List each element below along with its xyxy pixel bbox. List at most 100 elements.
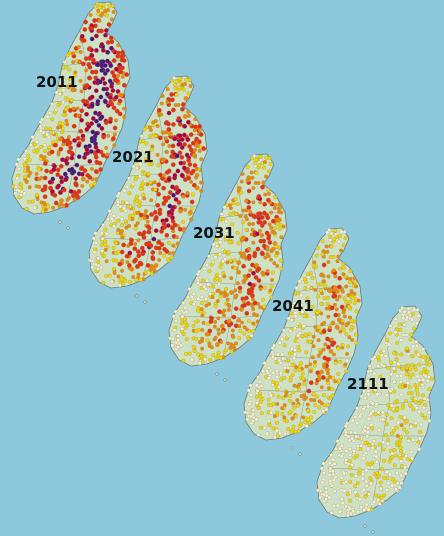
municipality-dot bbox=[235, 202, 240, 206]
municipality-dot bbox=[282, 403, 287, 407]
municipality-dot bbox=[181, 165, 187, 171]
municipality-dot bbox=[88, 25, 93, 31]
municipality-dot bbox=[409, 424, 414, 429]
municipality-dot bbox=[175, 241, 180, 246]
municipality-dot bbox=[49, 149, 55, 155]
municipality-dot bbox=[84, 68, 89, 73]
municipality-dot bbox=[229, 225, 234, 230]
municipality-dot bbox=[26, 168, 31, 173]
municipality-dot bbox=[423, 402, 427, 407]
municipality-dot bbox=[342, 488, 347, 493]
municipality-dot bbox=[391, 428, 396, 433]
municipality-dot bbox=[116, 249, 121, 254]
municipality-dot bbox=[105, 68, 110, 73]
municipality-dot bbox=[260, 397, 265, 401]
municipality-dot bbox=[307, 332, 312, 337]
island bbox=[215, 372, 219, 376]
municipality-dot bbox=[179, 343, 184, 348]
municipality-dot bbox=[385, 488, 390, 492]
municipality-dot bbox=[277, 227, 282, 231]
municipality-dot bbox=[65, 122, 70, 127]
municipality-dot bbox=[197, 139, 202, 145]
municipality-dot bbox=[190, 192, 195, 197]
municipality-dot bbox=[219, 291, 224, 296]
municipality-dot bbox=[268, 162, 273, 166]
municipality-dot bbox=[392, 351, 397, 356]
municipality-dot bbox=[262, 201, 268, 207]
municipality-dot bbox=[308, 380, 314, 386]
municipality-dot bbox=[194, 336, 199, 341]
municipality-dot bbox=[373, 449, 378, 454]
municipality-dot bbox=[390, 451, 394, 456]
municipality-dot bbox=[220, 329, 225, 334]
municipality-dot bbox=[352, 276, 357, 281]
municipality-dot bbox=[202, 284, 207, 289]
municipality-dot bbox=[344, 369, 349, 374]
municipality-dot bbox=[273, 203, 278, 207]
municipality-dot bbox=[100, 59, 106, 65]
municipality-dot bbox=[410, 395, 415, 400]
municipality-dot bbox=[414, 343, 419, 348]
municipality-dot bbox=[170, 162, 176, 168]
municipality-dot bbox=[250, 304, 255, 308]
municipality-dot bbox=[172, 173, 178, 178]
municipality-dot bbox=[406, 391, 411, 396]
municipality-dot bbox=[387, 459, 392, 464]
municipality-dot bbox=[265, 247, 270, 252]
municipality-dot bbox=[125, 260, 130, 265]
municipality-dot bbox=[331, 472, 336, 477]
municipality-dot bbox=[299, 361, 303, 366]
municipality-dot bbox=[258, 305, 263, 310]
municipality-dot bbox=[376, 410, 381, 415]
municipality-dot bbox=[185, 191, 190, 196]
municipality-dot bbox=[116, 43, 121, 48]
municipality-dot bbox=[193, 147, 198, 152]
municipality-dot bbox=[40, 187, 46, 193]
year-label-2031: 2031 bbox=[193, 224, 235, 242]
municipality-dot bbox=[286, 316, 291, 321]
municipality-dot bbox=[397, 485, 402, 490]
municipality-dot bbox=[363, 428, 368, 433]
municipality-dot bbox=[232, 258, 237, 263]
municipality-dot bbox=[14, 162, 19, 167]
municipality-dot bbox=[296, 333, 301, 338]
municipality-dot bbox=[389, 403, 394, 408]
municipality-dot bbox=[281, 356, 286, 361]
municipality-dot bbox=[414, 321, 419, 326]
municipality-dot bbox=[267, 222, 272, 227]
municipality-dot bbox=[89, 53, 95, 58]
municipality-dot bbox=[254, 395, 259, 400]
municipality-dot bbox=[348, 480, 353, 484]
municipality-dot bbox=[206, 282, 211, 287]
municipality-dot bbox=[191, 344, 196, 349]
municipality-dot bbox=[207, 328, 213, 334]
municipality-dot bbox=[163, 120, 169, 126]
municipality-dot bbox=[383, 433, 388, 438]
municipality-dot bbox=[338, 359, 343, 364]
municipality-dot bbox=[384, 412, 389, 417]
municipality-dot bbox=[200, 346, 205, 351]
region-map-2041 bbox=[243, 227, 363, 456]
municipality-dot bbox=[349, 318, 354, 323]
municipality-dot bbox=[91, 57, 96, 63]
municipality-dot bbox=[127, 223, 132, 228]
municipality-dot bbox=[221, 270, 226, 275]
municipality-dot bbox=[251, 297, 255, 302]
municipality-dot bbox=[302, 314, 307, 319]
municipality-dot bbox=[323, 284, 328, 289]
municipality-dot bbox=[283, 431, 288, 436]
municipality-dot bbox=[395, 434, 400, 438]
municipality-dot bbox=[120, 223, 125, 227]
municipality-dot bbox=[183, 320, 188, 325]
municipality-dot bbox=[369, 422, 374, 427]
municipality-dot bbox=[153, 216, 159, 222]
municipality-dot bbox=[421, 355, 426, 359]
municipality-dot bbox=[354, 309, 359, 314]
municipality-dot bbox=[277, 340, 282, 345]
municipality-dot bbox=[120, 235, 125, 240]
municipality-dot bbox=[268, 288, 273, 293]
municipality-dot bbox=[320, 480, 325, 485]
municipality-dot bbox=[214, 244, 219, 249]
municipality-dot bbox=[166, 195, 171, 200]
municipality-dot bbox=[398, 445, 403, 450]
